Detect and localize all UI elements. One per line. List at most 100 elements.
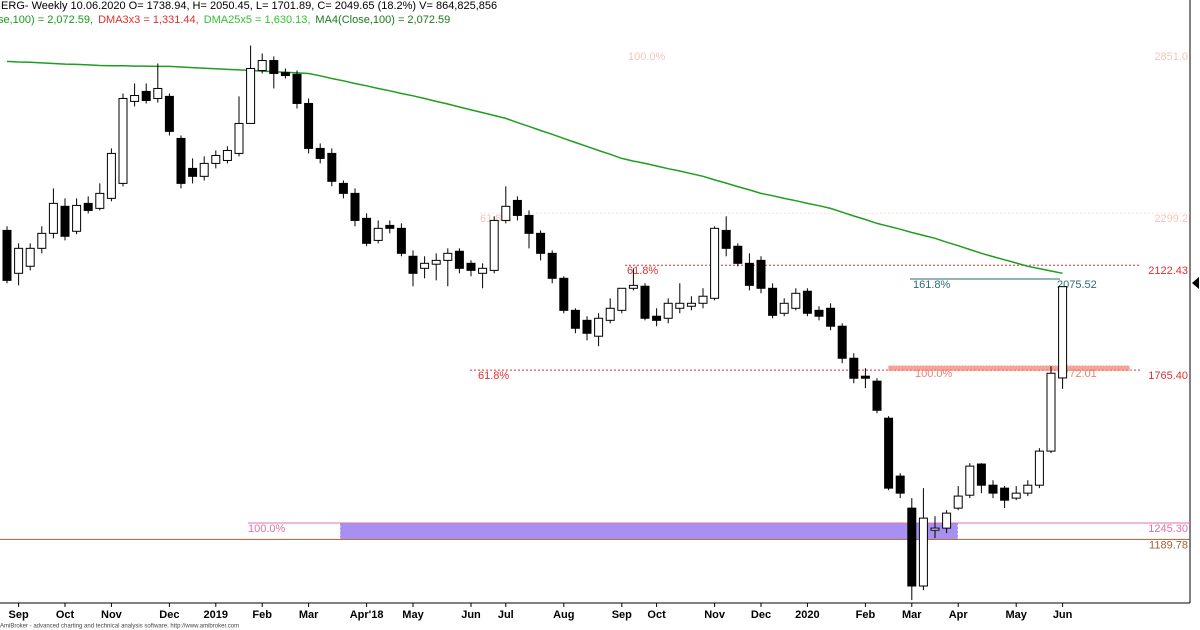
candle-body [246,67,256,124]
candle-body [744,262,754,286]
level-price: 1765.40 [1148,370,1188,382]
candle-body [420,262,430,269]
candle-body [860,375,870,379]
level-price: 2299.2 [1154,213,1188,225]
candle-body [907,507,917,587]
candle-body [965,465,975,496]
candle-body [1023,484,1033,494]
x-tick-label: Sep [612,609,632,621]
candle-body [768,287,778,316]
candle-body [779,302,789,314]
candle-body [153,87,163,99]
candle-body [570,309,580,329]
candle-body [884,417,894,489]
candle-body [837,325,847,359]
x-tick-label: May [402,609,424,621]
candle-body [431,259,441,265]
x-tick-label: Nov [704,609,726,621]
candle-body [454,250,464,269]
candle-body [14,247,24,274]
candle-body [25,247,35,267]
candle-body [895,475,905,494]
candle-body [327,152,337,182]
candle-body [164,95,174,132]
x-tick-label: Nov [101,609,123,621]
level-ratio: 100.0% [915,368,953,380]
candle-body [408,255,418,274]
candle-body [269,60,279,74]
indicator-label: DMA3x3 = 1,331.44, [98,14,199,26]
candle-body [106,152,116,199]
candle-body [814,309,824,317]
x-tick-label: Oct [647,609,666,621]
candle-body [605,307,615,321]
candle-body [976,463,986,486]
level-ratio: 161.8% [913,279,951,291]
candle-body [536,232,546,254]
candle-body [234,122,244,154]
x-tick-label: May [1005,609,1027,621]
candle-body [396,227,406,254]
candle-body [466,262,476,271]
candle-body [188,167,198,177]
candle-body [686,302,696,307]
candle-body [953,495,963,509]
x-tick-label: Apr [949,609,969,621]
candle-body [512,199,522,216]
indicator-label: MA4(Close,100) = 2,072.59 [315,14,450,26]
x-tick-label: Jun [1053,609,1073,621]
candle-body [222,149,232,161]
candle-body [292,73,302,104]
chart-title: IERG- Weekly 10.06.2020 O= 1738.94, H= 2… [0,0,497,12]
candle-body [1011,492,1021,499]
indicator-label: DMA25x5 = 1,630.13, [204,14,311,26]
candle-body [2,229,12,281]
level-price: 2122.43 [1148,265,1188,277]
level-ratio: 61.8% [478,370,509,382]
candle-body [872,380,882,411]
candle-body [826,307,836,327]
candle-body [617,287,627,311]
candle-body [547,252,557,279]
candle-body [663,302,673,319]
candle-body [1000,487,1010,501]
level-ratio: 100.0% [248,523,286,535]
candle-body [350,192,360,221]
indicator-label: se,100) = 2,072.59, [0,14,93,26]
x-tick-label: Dec [751,609,771,621]
candle-body [60,205,70,237]
candle-body [1034,450,1044,486]
level-ratio: 100.0% [628,51,666,63]
candle-body [640,285,650,319]
x-tick-label: Mar [299,609,319,621]
candle-body [849,357,859,379]
candle-body [802,290,812,314]
candle-body [118,97,128,184]
x-tick-label: Dec [159,609,179,621]
candle-body [524,214,534,234]
candle-body [628,284,638,289]
candle-body [478,267,488,274]
candle-body [710,227,720,299]
candle-body [930,527,940,531]
candle-body [942,512,952,529]
candle-body [315,147,325,159]
candle-body [280,72,290,77]
candle-body [1058,286,1068,379]
candle-body [582,319,592,334]
level-band [887,364,1131,372]
candle-body [338,182,348,194]
candle-body [95,192,105,209]
candle-body [385,224,395,229]
x-tick-label: Mar [902,609,922,621]
candle-body [501,205,511,221]
level-price: 1245.30 [1148,523,1188,535]
candle-body [1046,372,1056,452]
candle-body [373,227,383,241]
x-tick-label: Feb [252,609,272,621]
candle-body [72,204,82,232]
candle-body [756,259,766,289]
x-tick-label: Jul [498,609,514,621]
level-price: 2851.0 [1154,51,1188,63]
